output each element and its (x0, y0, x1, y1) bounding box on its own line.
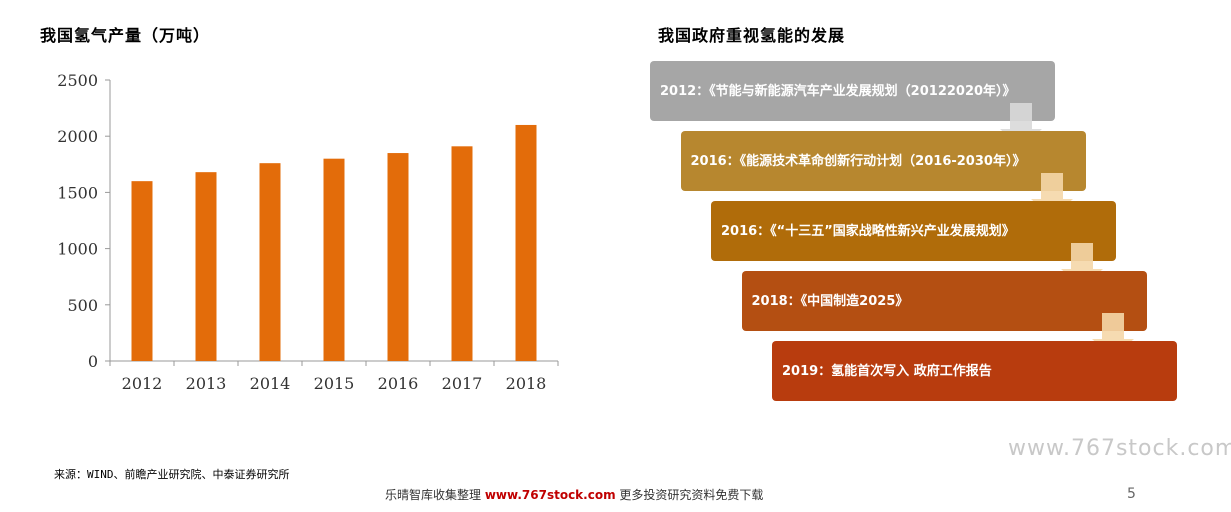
y-tick-label: 1500 (57, 183, 98, 202)
x-tick-label: 2018 (506, 374, 547, 393)
footer: 乐晴智库收集整理 www.767stock.com 更多投资研究资料免费下载 (385, 486, 763, 503)
watermark: www.767stock.com (1008, 436, 1231, 461)
x-tick-label: 2017 (442, 374, 483, 393)
timeline-step: 2016：《“十三五”国家战略性新兴产业发展规划》 (711, 201, 1116, 261)
bar-2015 (323, 158, 345, 361)
source-note: 来源：WIND、前瞻产业研究院、中泰证券研究所 (54, 468, 290, 481)
timeline-title: 我国政府重视氢能的发展 (658, 26, 846, 45)
footer-suffix: 更多投资研究资料免费下载 (619, 488, 764, 502)
y-tick-label: 2000 (57, 127, 98, 146)
bar-2014 (259, 163, 281, 361)
timeline-step: 2012：《节能与新能源汽车产业发展规划（20122020年）》 (650, 61, 1055, 121)
y-tick-label: 0 (88, 352, 98, 371)
bar-2013 (195, 172, 217, 361)
bar-2017 (451, 146, 473, 361)
x-tick-label: 2014 (250, 374, 291, 393)
timeline-step: 2018：《中国制造2025》 (741, 271, 1147, 331)
chart-title: 我国氢气产量（万吨） (40, 26, 211, 45)
page-number: 5 (1127, 486, 1136, 502)
bar-2016 (387, 153, 409, 361)
x-tick-label: 2016 (378, 374, 419, 393)
footer-prefix: 乐晴智库收集整理 (385, 488, 482, 502)
y-tick-label: 500 (67, 296, 98, 315)
x-tick-label: 2015 (314, 374, 355, 393)
bar-2012 (131, 181, 153, 361)
timeline-step: 2019：氢能首次写入 政府工作报告 (772, 341, 1177, 401)
timeline-step: 2016：《能源技术革命创新行动计划（2016-2030年）》 (680, 131, 1086, 191)
footer-url[interactable]: www.767stock.com (484, 488, 616, 502)
x-tick-label: 2012 (122, 374, 163, 393)
bar-chart: 0 500 1000 1500 2000 2500 2012 2013 2014 2015 2016… (57, 71, 559, 393)
bar-2018 (515, 124, 537, 362)
x-tick-label: 2013 (186, 374, 227, 393)
y-tick-label: 2500 (57, 71, 98, 90)
y-tick-label: 1000 (57, 240, 98, 259)
